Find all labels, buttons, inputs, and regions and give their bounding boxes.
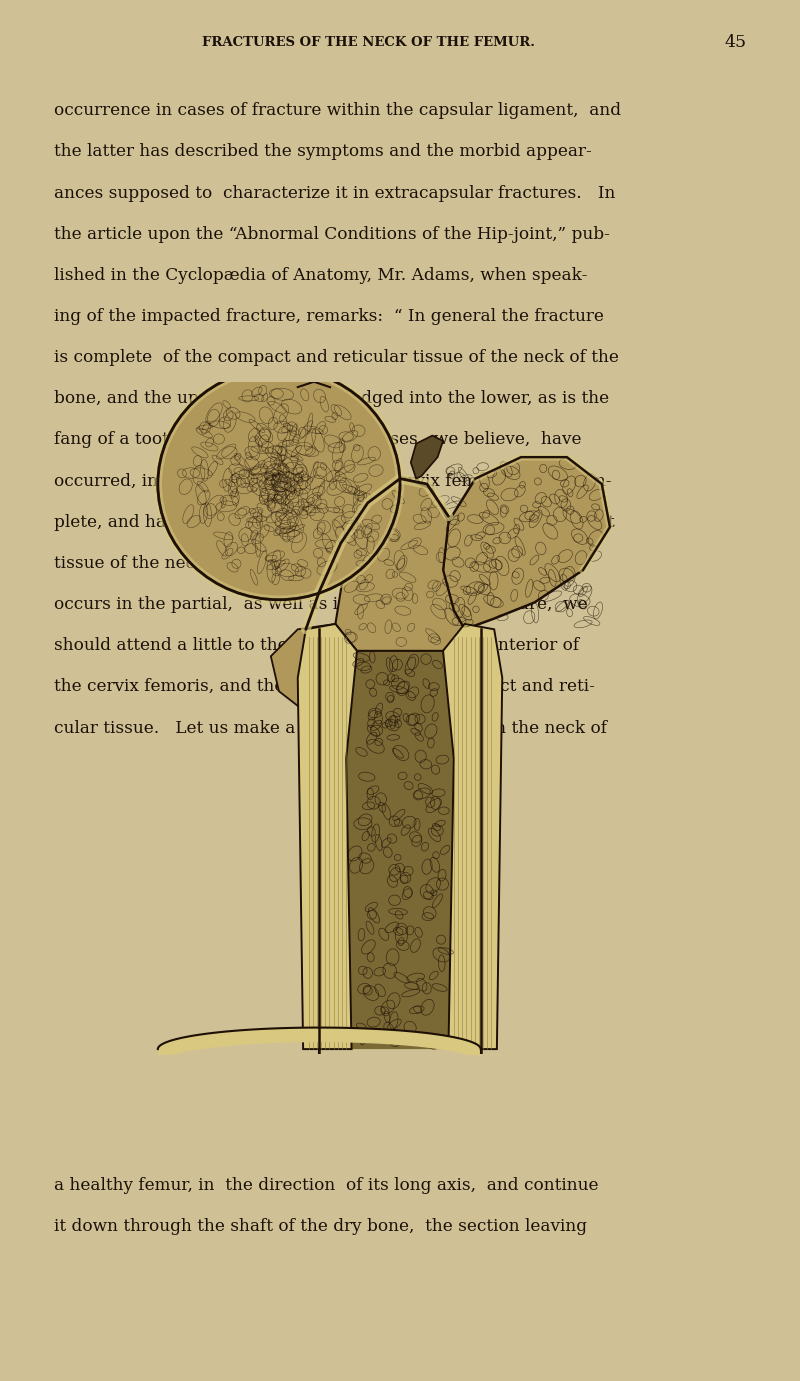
Text: it down through the shaft of the dry bone,  the section leaving: it down through the shaft of the dry bon… — [54, 1218, 587, 1235]
Polygon shape — [346, 650, 454, 1050]
Text: cular tissue.   Let us make a vertical section through the neck of: cular tissue. Let us make a vertical sec… — [54, 720, 607, 736]
Text: 45: 45 — [725, 33, 747, 51]
Text: occurrence in cases of fracture within the capsular ligament,  and: occurrence in cases of fracture within t… — [54, 102, 622, 119]
Ellipse shape — [158, 369, 400, 599]
Text: plete, and had engaged merely the under stratum of the compact: plete, and had engaged merely the under … — [54, 514, 615, 530]
Text: the latter has described the symptoms and the morbid appear-: the latter has described the symptoms an… — [54, 144, 592, 160]
Text: the cervix femoris, and the disposition of the compact and reti-: the cervix femoris, and the disposition … — [54, 678, 595, 696]
Text: occurs in the partial,  as well as in the  impacted fracture,  we: occurs in the partial, as well as in the… — [54, 597, 588, 613]
Text: ances supposed to  characterize it in extracapsular fractures.   In: ances supposed to characterize it in ext… — [54, 185, 616, 202]
Polygon shape — [410, 435, 443, 479]
Text: occurred, in which the fracture of the  cervix femoris was incom-: occurred, in which the fracture of the c… — [54, 472, 612, 490]
Text: fang of a tooth into its alveolus;  but cases,  we believe,  have: fang of a tooth into its alveolus; but c… — [54, 431, 582, 449]
Text: ing of the impacted fracture, remarks:  “ In general the fracture: ing of the impacted fracture, remarks: “… — [54, 308, 604, 325]
Text: tissue of the neck of the femur.    To comprehend well what: tissue of the neck of the femur. To comp… — [54, 555, 563, 572]
Text: FRACTURES OF THE NECK OF THE FEMUR.: FRACTURES OF THE NECK OF THE FEMUR. — [202, 36, 534, 48]
Polygon shape — [271, 624, 346, 710]
Polygon shape — [443, 457, 610, 630]
Text: bone, and the upper fragment is wedged into the lower, as is the: bone, and the upper fragment is wedged i… — [54, 391, 610, 407]
Polygon shape — [443, 624, 502, 1050]
Text: a healthy femur, in  the direction  of its long axis,  and continue: a healthy femur, in the direction of its… — [54, 1177, 599, 1193]
Text: should attend a little to the normal anatomy of the interior of: should attend a little to the normal ana… — [54, 637, 579, 655]
Text: the article upon the “Abnormal Conditions of the Hip-joint,” pub-: the article upon the “Abnormal Condition… — [54, 225, 610, 243]
Text: is complete  of the compact and reticular tissue of the neck of the: is complete of the compact and reticular… — [54, 349, 619, 366]
Polygon shape — [298, 624, 357, 1050]
Polygon shape — [335, 476, 465, 650]
Text: lished in the Cyclopædia of Anatomy, Mr. Adams, when speak-: lished in the Cyclopædia of Anatomy, Mr.… — [54, 267, 588, 284]
